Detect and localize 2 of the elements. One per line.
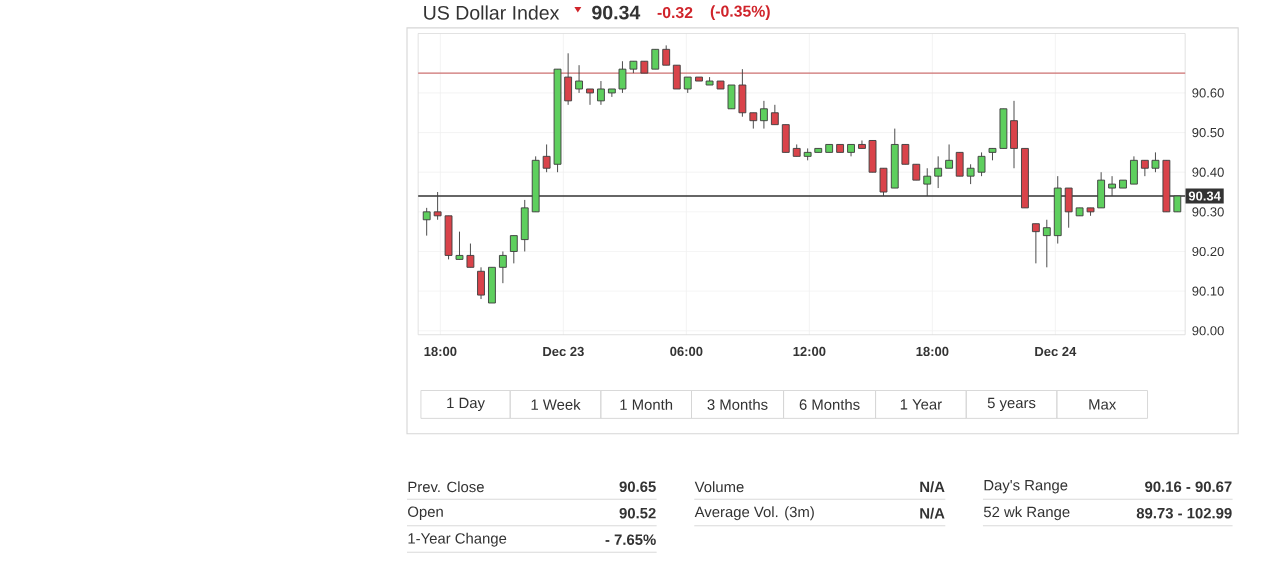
chart-title: US Dollar Index <box>424 4 560 20</box>
text: 90.34 <box>592 5 641 20</box>
